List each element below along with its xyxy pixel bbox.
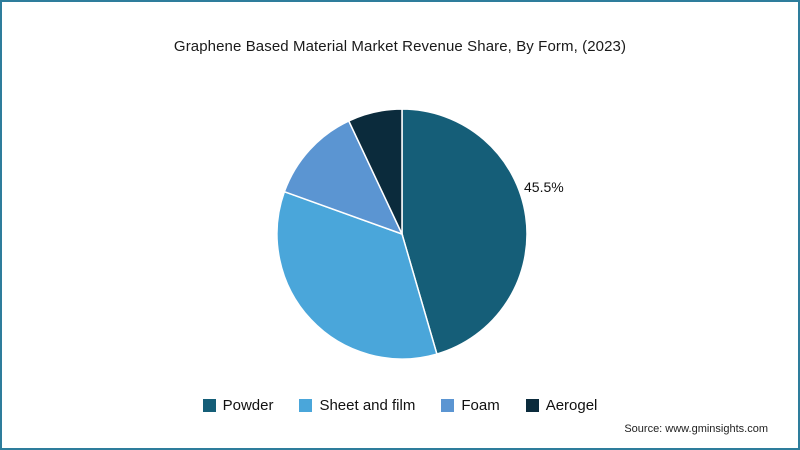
- legend-label: Aerogel: [545, 397, 598, 414]
- legend-swatch-icon: [299, 399, 313, 412]
- legend: Powder Sheet and film Foam Aerogel: [2, 397, 798, 414]
- legend-item-powder: Powder: [202, 397, 274, 414]
- pie-data-label-powder: 45.5%: [524, 179, 564, 195]
- pie-slice-sheet-and-film: [276, 190, 438, 360]
- pie-chart: [272, 104, 532, 364]
- pie-slice-aerogel: [347, 108, 403, 235]
- legend-swatch-icon: [202, 399, 216, 412]
- legend-label: Powder: [222, 397, 274, 414]
- pie-svg: [276, 108, 528, 360]
- pie-slice-powder: [401, 108, 528, 355]
- source-text: Source: www.gminsights.com: [624, 423, 768, 435]
- legend-swatch-icon: [441, 399, 455, 412]
- legend-item-sheet-and-film: Sheet and film: [299, 397, 415, 414]
- pie-slice-foam: [283, 119, 404, 236]
- legend-label: Sheet and film: [319, 397, 416, 414]
- legend-swatch-icon: [525, 399, 539, 412]
- legend-label: Foam: [461, 397, 500, 414]
- chart-title: Graphene Based Material Market Revenue S…: [173, 38, 627, 55]
- legend-item-foam: Foam: [441, 397, 500, 414]
- legend-item-aerogel: Aerogel: [525, 397, 598, 414]
